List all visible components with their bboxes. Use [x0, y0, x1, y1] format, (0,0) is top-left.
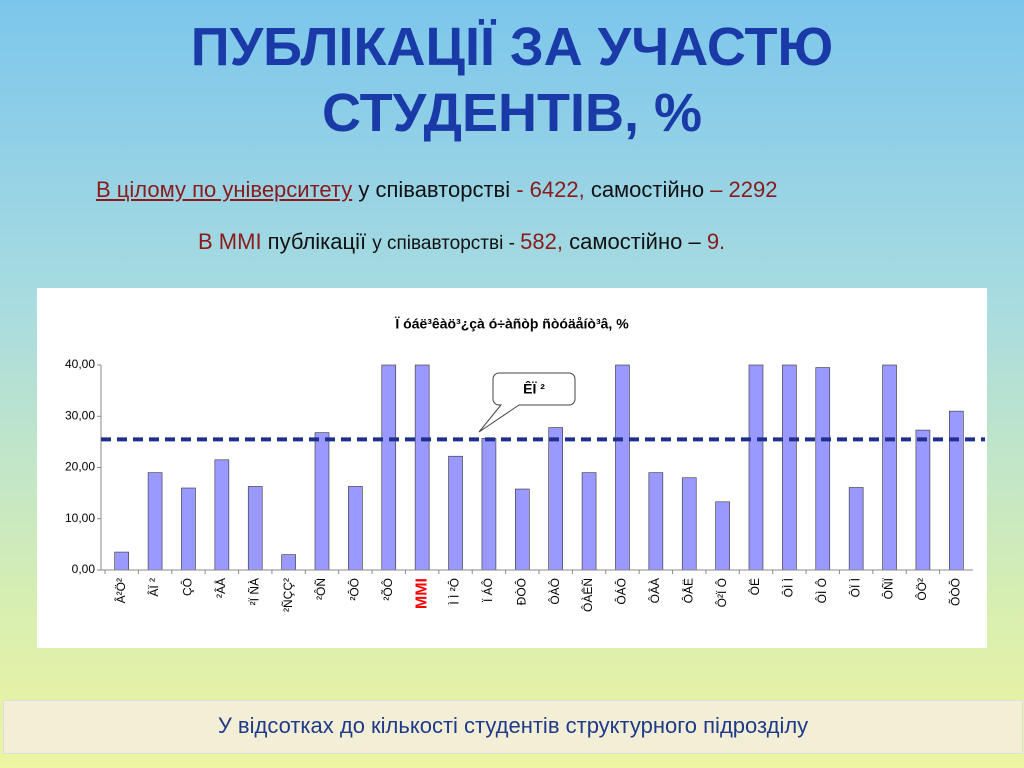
title-line: ПУБЛІКАЦІЇ ЗА УЧАСТЮ [190, 17, 834, 77]
y-tick-label: 0,00 [72, 562, 96, 576]
x-tick-label: ÐÒÔ [513, 578, 528, 605]
text: публікації [261, 229, 373, 254]
text: у співавторстві [352, 177, 517, 202]
chart-title: Ï óáë³êàö³¿çà ó÷àñòþ ñòóäåíò³â, % [394, 316, 629, 332]
x-tick-label: Ô²Ï Ô [714, 578, 729, 607]
x-tick-label: ÔÀÊÑ [580, 578, 595, 612]
label: В цілому по університету [96, 177, 353, 202]
bar [548, 427, 563, 571]
x-tick-label: ÇÔ [180, 578, 195, 596]
slide-title: ПУБЛІКАЦІЇ ЗА УЧАСТЮ СТУДЕНТІВ, % [0, 14, 1024, 146]
bar [848, 487, 864, 571]
x-tick-label: Ï ÁÔ [480, 578, 495, 602]
bar [748, 364, 764, 571]
x-tick-label: ÔÏ Ì [847, 578, 862, 597]
bars [114, 364, 964, 571]
x-tick-label: ²ÂÅ [213, 578, 228, 598]
text: у співавторстві - [372, 233, 521, 254]
x-tick-label: ²ÔÔ [347, 578, 362, 601]
x-tick-label: ÔÀÔ [547, 578, 562, 605]
title-line: СТУДЕНТІВ, % [322, 83, 702, 143]
x-tick-label: ÕÒÔ [947, 578, 962, 606]
x-tick-label: ²Ï ÑÀ [246, 578, 261, 605]
x-tick-label: ²ÕÔ [380, 578, 395, 601]
bar [247, 486, 263, 571]
text: самостійно – [563, 229, 707, 254]
bar [882, 364, 897, 571]
summary-line: В ММІ публікації у співавторстві - 582, … [198, 229, 725, 255]
x-tick-label: ÔÌ Ô [814, 578, 829, 603]
bar [581, 472, 597, 571]
x-tick-label: ÔÌ Ì [781, 578, 796, 597]
x-tick-label: Ì Ì ²Ô [447, 578, 462, 605]
bar [915, 429, 931, 571]
bar [281, 554, 296, 571]
number: - 6422, [516, 177, 585, 202]
x-tick-label: Â²Ö² [113, 578, 128, 603]
bar [715, 501, 730, 571]
callout-text: ÊÏ ² [523, 380, 545, 397]
bar [648, 472, 664, 571]
bar [481, 437, 497, 571]
bar [181, 487, 196, 571]
bar [114, 551, 129, 571]
y-tick-label: 30,00 [65, 408, 95, 422]
y-tick-label: 10,00 [65, 511, 95, 525]
y-tick-label: 40,00 [65, 357, 95, 371]
x-tick-label: ²ÔÑ [313, 578, 328, 600]
x-tick-label: ÔÑÏ [881, 577, 896, 599]
bar [782, 364, 797, 571]
bar [949, 410, 964, 571]
bar [681, 477, 697, 571]
bar [815, 367, 831, 571]
bar [314, 432, 330, 571]
y-tick-label: 20,00 [65, 460, 95, 474]
number: 9. [706, 229, 726, 254]
bar [414, 364, 430, 571]
text: самостійно [584, 177, 711, 202]
callout [478, 372, 576, 433]
x-tick-label: ÔË [747, 578, 762, 595]
bar [348, 486, 363, 571]
bar [515, 488, 530, 571]
x-tick-label: ÔÅË [680, 578, 695, 603]
x-tick-label: MMI [413, 578, 430, 609]
x-tick-label: ²ÑÇÇ² [281, 578, 295, 612]
chart: Ï óáë³êàö³¿çà ó÷àñòþ ñòóäåíò³â, % 0,00 10… [37, 288, 987, 648]
summary-line: В цілому по університету у співавторстві… [96, 177, 777, 203]
x-tick-label: ÂÏ ² [146, 578, 161, 597]
number: – 2292 [710, 177, 778, 202]
label: В ММІ [198, 229, 262, 254]
bar [381, 364, 397, 571]
x-tick-label: ÔÁÔ [614, 578, 629, 605]
x-tick-label: ÔÖ² [914, 578, 929, 601]
bar [448, 455, 463, 571]
bar [615, 364, 630, 571]
x-tick-label: ÔÂÀ [647, 578, 662, 603]
footer-note: У відсотках до кількості студентів струк… [3, 700, 1023, 754]
bar [214, 459, 230, 571]
number: 582, [520, 229, 563, 254]
bar [147, 472, 163, 571]
